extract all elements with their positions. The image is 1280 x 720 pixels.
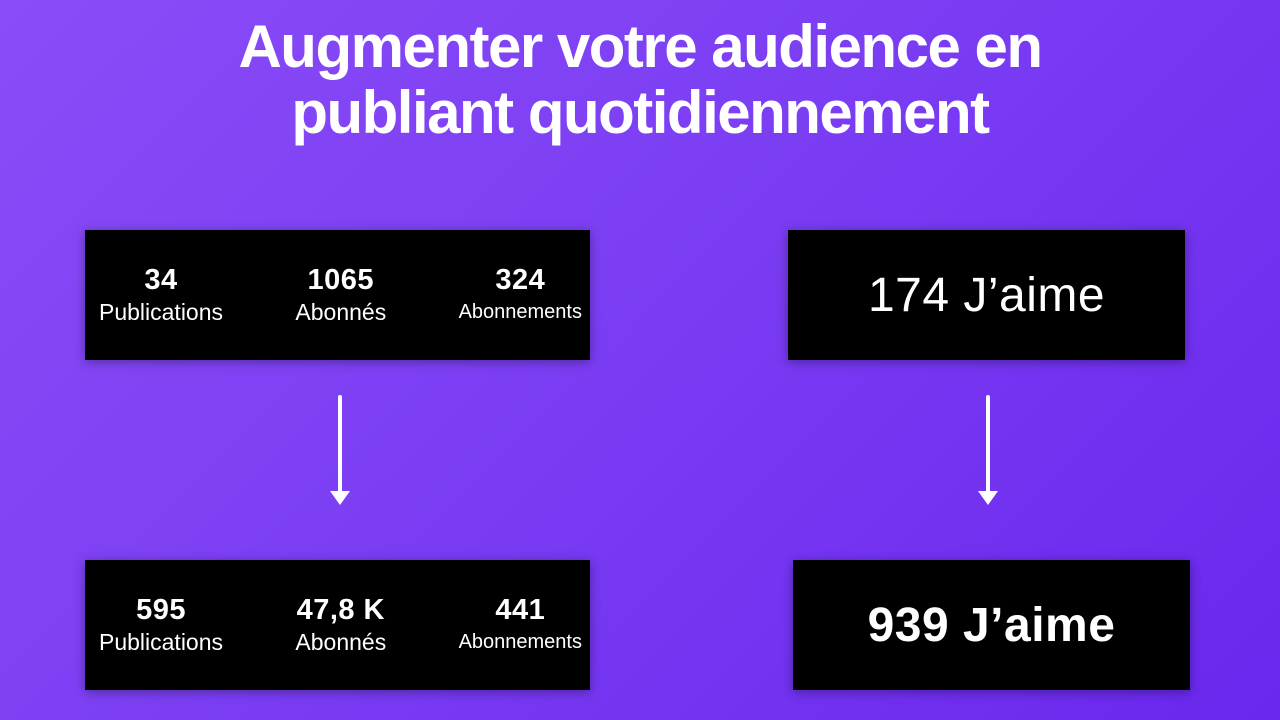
before-stats-card: 34 Publications 1065 Abonnés 324 Abonnem… [85, 230, 590, 360]
after-likes-count: 939 J’aime [867, 598, 1116, 652]
before-stat-following: 324 Abonnements [459, 263, 582, 327]
stat-value: 595 [136, 594, 186, 626]
stat-value: 1065 [307, 264, 375, 296]
stat-label: Publications [99, 629, 224, 655]
after-stats-row: 595 Publications 47,8 K Abonnés 441 Abon… [85, 560, 590, 690]
after-stat-following: 441 Abonnements [459, 593, 582, 657]
stat-label: Abonnés [295, 299, 387, 325]
after-likes-card: 939 J’aime [793, 560, 1190, 690]
stat-label: Abonnements [458, 631, 582, 653]
after-stat-publications: 595 Publications [99, 593, 223, 657]
after-stats-card: 595 Publications 47,8 K Abonnés 441 Abon… [85, 560, 590, 690]
stat-label: Publications [99, 299, 224, 325]
arrow-down-icon [978, 395, 998, 507]
stat-label: Abonnements [458, 301, 582, 323]
title-line-1: Augmenter votre audience en [238, 13, 1043, 80]
page-title: Augmenter votre audience en publiant quo… [0, 14, 1280, 146]
stat-value: 441 [495, 594, 546, 626]
title-line-2: publiant quotidiennement [291, 79, 990, 146]
stat-label: Abonnés [295, 629, 387, 655]
after-stat-followers: 47,8 K Abonnés [295, 593, 386, 657]
stat-value: 34 [144, 264, 178, 296]
stat-value: 324 [495, 264, 546, 296]
before-stats-row: 34 Publications 1065 Abonnés 324 Abonnem… [85, 230, 590, 360]
stat-value: 47,8 K [296, 594, 386, 626]
arrow-down-icon [330, 395, 350, 507]
before-likes-card: 174 J’aime [788, 230, 1185, 360]
before-likes-count: 174 J’aime [867, 268, 1106, 322]
before-stat-publications: 34 Publications [99, 263, 223, 327]
before-stat-followers: 1065 Abonnés [295, 263, 386, 327]
